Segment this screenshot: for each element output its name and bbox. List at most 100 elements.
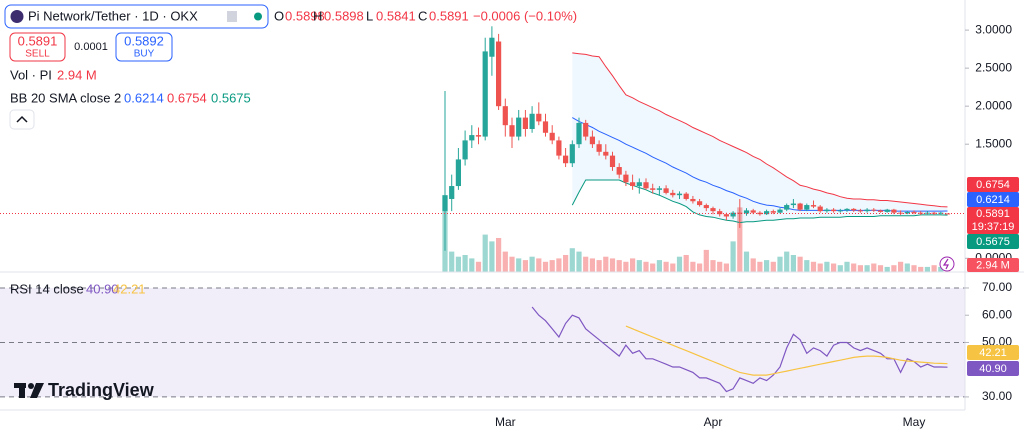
candle-body [817, 206, 823, 212]
candle-body [556, 140, 562, 156]
status-dot [254, 12, 262, 21]
ohlc-key: L [366, 8, 373, 23]
buy-button[interactable] [115, 32, 173, 62]
volume-bar [743, 251, 750, 272]
y-tick-label: 30.00 [982, 389, 1012, 403]
candle-body [583, 122, 589, 137]
candle-body [797, 203, 803, 210]
bb-line [572, 52, 948, 208]
alert-bolt [942, 258, 949, 270]
candle-body [918, 212, 924, 214]
volume-bar [663, 261, 669, 272]
candle-body [683, 193, 689, 199]
candle-body [864, 209, 870, 212]
axis-label-bg [967, 207, 1019, 234]
volume-bar [690, 261, 696, 272]
candle-body [764, 211, 770, 215]
volume-bar [837, 265, 843, 272]
x-tick-label: Apr [704, 415, 723, 429]
volume-bar [455, 256, 461, 272]
ohlc-value: 0.5891 [429, 8, 469, 23]
axis-label: 0.6754 [976, 179, 1010, 191]
candle-body [750, 210, 756, 213]
bb-legend-name: BB 20 SMA close 2 [10, 90, 121, 105]
volume-bar [737, 207, 743, 272]
candle-body [723, 214, 729, 217]
plot [0, 26, 965, 398]
axis-label-bg [967, 258, 1019, 272]
volume-bar [623, 261, 629, 272]
candle-body [743, 210, 750, 214]
volume-bar [898, 261, 904, 272]
volume-bar [784, 251, 790, 272]
volume-bar [911, 265, 917, 272]
sell-button[interactable] [9, 32, 66, 62]
candle-body [496, 41, 502, 107]
volume-bar [549, 260, 555, 272]
candle-body [656, 188, 662, 190]
volume-bar [536, 258, 542, 272]
axis-label: 0.5675 [976, 236, 1010, 248]
candle-body [563, 155, 569, 164]
candle-body [663, 188, 669, 193]
candle-body [650, 188, 656, 190]
axis-label: 2.94 M [976, 259, 1010, 271]
brand-logo [30, 383, 44, 398]
candle-body [804, 205, 810, 210]
volume-bar [938, 266, 944, 272]
collapse-button[interactable] [9, 109, 35, 130]
symbol-box[interactable] [4, 4, 269, 29]
volume-bar [616, 260, 622, 272]
volume-bar [723, 263, 729, 272]
volume-bar [757, 261, 763, 272]
brand-logo [19, 383, 25, 398]
alert-icon[interactable] [939, 256, 955, 272]
bb-line [571, 179, 948, 224]
ohlc-value: 0.5841 [376, 8, 416, 23]
symbol-title: Pi Network/Tether · 1D · OKX [28, 8, 198, 23]
candle-body [549, 132, 555, 141]
volume-bar [703, 249, 709, 272]
volume-bar [710, 260, 716, 272]
volume-bar [569, 248, 575, 272]
candle-body [931, 212, 937, 214]
volume-bar [804, 260, 810, 272]
candle-body [589, 136, 595, 145]
volume-bar [630, 258, 636, 272]
volume-bar [931, 265, 937, 272]
candle-body [777, 209, 783, 213]
y-tick-label: 2.5000 [975, 60, 1012, 74]
volume-bar [650, 263, 656, 272]
axis-label-bg [967, 234, 1019, 249]
volume-bar [904, 263, 910, 272]
volume-bar [857, 265, 863, 272]
axis-label: 40.90 [979, 363, 1007, 375]
volume-bar [764, 260, 770, 272]
price-change: −0.0006 (−0.10%) [473, 8, 577, 23]
candle-body [944, 213, 951, 215]
rsi-legend-value: 42.21 [113, 281, 146, 296]
candle-body [911, 211, 917, 213]
volume-bar [475, 261, 482, 272]
rsi-legend-name: RSI 14 close [10, 281, 84, 296]
candle-body [697, 201, 703, 206]
volume-bar [924, 266, 930, 272]
candle-body [442, 195, 448, 212]
ohlc-value: 0.5898 [324, 8, 364, 23]
volume-bar [556, 258, 562, 272]
axis-label-bg [967, 345, 1019, 360]
rsi-line [625, 325, 948, 376]
volume-bar [496, 237, 502, 272]
volume-bar [891, 265, 897, 272]
candle-body [630, 182, 636, 187]
countdown: 19:37:19 [972, 221, 1015, 233]
symbol-icon [10, 10, 24, 23]
chevron-icon [16, 115, 28, 123]
candle-body [717, 211, 723, 215]
flag-icon[interactable] [227, 11, 237, 22]
candle-body [831, 209, 837, 212]
volume-bar [797, 256, 803, 272]
volume-bar [636, 260, 642, 272]
volume-bar [583, 256, 589, 272]
